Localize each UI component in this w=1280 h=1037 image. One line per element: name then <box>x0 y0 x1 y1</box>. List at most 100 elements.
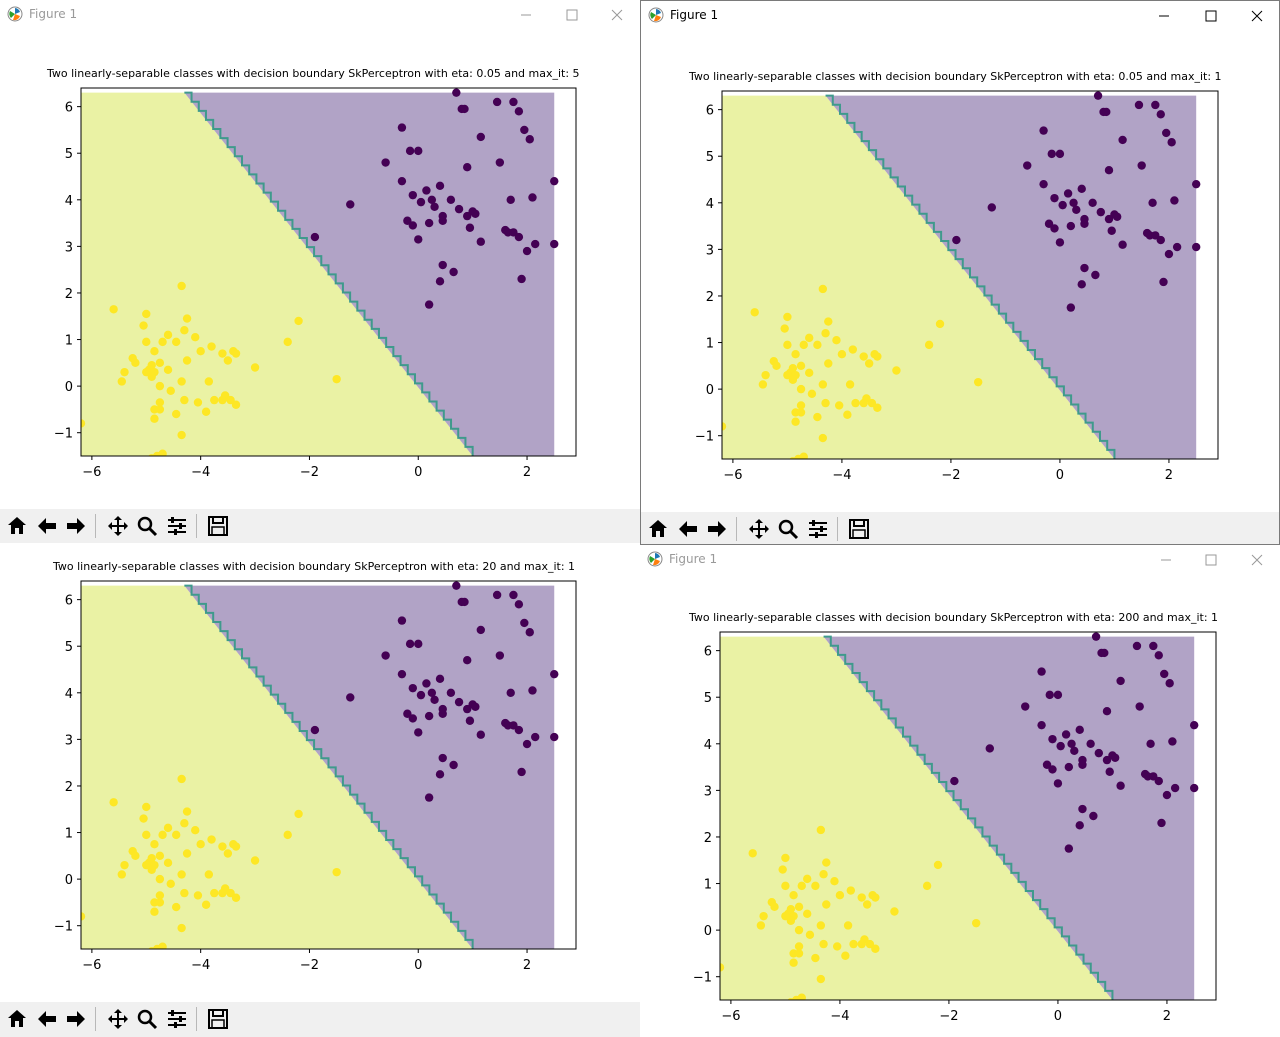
data-point-yellow <box>821 329 830 338</box>
figure-window-2: Figure 1 Two linearly-separable classes … <box>640 0 1280 545</box>
data-point-yellow <box>818 433 828 443</box>
maximize-icon <box>1205 10 1217 22</box>
zoom-button[interactable] <box>774 515 802 543</box>
data-point-yellow <box>177 923 186 933</box>
data-point-yellow <box>781 881 790 891</box>
decision-boundary <box>184 91 474 456</box>
data-point-purple <box>550 239 559 249</box>
data-point-purple <box>522 246 532 256</box>
pan-icon <box>749 519 769 539</box>
toolbar-separator <box>196 1007 197 1031</box>
forward-arrow-button[interactable] <box>62 1005 90 1033</box>
maximize-button[interactable] <box>1188 1 1234 31</box>
data-point-yellow <box>231 349 241 358</box>
forward-arrow-button[interactable] <box>703 515 731 543</box>
data-point-yellow <box>163 330 173 340</box>
pan-button[interactable] <box>104 1005 132 1033</box>
data-point-yellow <box>786 916 796 926</box>
minimize-button[interactable] <box>1141 1 1187 31</box>
axes-frame <box>80 580 577 950</box>
decision-boundary <box>825 94 1116 459</box>
y-tick-label: 3 <box>65 733 73 748</box>
data-point-purple <box>405 146 415 156</box>
data-point-purple <box>1151 231 1160 240</box>
maximize-button[interactable] <box>549 0 595 30</box>
back-arrow-button[interactable] <box>33 512 61 540</box>
data-point-purple <box>1053 690 1063 700</box>
home-button[interactable] <box>644 515 672 543</box>
close-button[interactable] <box>1234 545 1280 575</box>
pan-button[interactable] <box>745 515 773 543</box>
data-point-purple <box>414 235 423 244</box>
data-point-yellow <box>794 925 804 935</box>
home-button[interactable] <box>3 1005 31 1033</box>
data-point-yellow <box>786 904 796 914</box>
axes-frame <box>80 87 577 457</box>
title-bar[interactable]: Figure 1 <box>0 0 640 30</box>
data-point-purple <box>1023 161 1032 170</box>
back-arrow-button[interactable] <box>33 1005 61 1033</box>
data-point-yellow <box>778 865 787 874</box>
forward-arrow-icon <box>67 518 85 534</box>
data-point-purple <box>452 88 461 97</box>
save-button[interactable] <box>204 512 232 540</box>
data-point-yellow <box>871 893 880 902</box>
pan-button[interactable] <box>104 512 132 540</box>
save-button[interactable] <box>204 1005 232 1033</box>
maximize-button[interactable] <box>1188 545 1234 575</box>
data-point-purple <box>435 181 445 191</box>
configure-subplots-button[interactable] <box>163 1005 191 1033</box>
forward-arrow-button[interactable] <box>62 512 90 540</box>
data-point-purple <box>1064 762 1074 772</box>
configure-subplots-button[interactable] <box>163 512 191 540</box>
data-point-purple <box>514 232 524 242</box>
minimize-button[interactable] <box>1143 545 1189 575</box>
data-point-purple <box>1067 739 1076 748</box>
data-point-yellow <box>772 361 781 371</box>
data-point-yellow <box>857 939 866 949</box>
data-point-yellow <box>218 842 227 851</box>
minimize-button[interactable] <box>503 0 549 30</box>
data-point-yellow <box>147 360 156 370</box>
y-tick-label: 0 <box>706 383 714 398</box>
y-tick-label: 6 <box>704 645 712 660</box>
title-bar[interactable]: Figure 1 <box>640 545 1280 575</box>
close-button[interactable] <box>594 0 640 30</box>
close-button[interactable] <box>1234 1 1279 31</box>
data-point-yellow <box>250 363 260 372</box>
data-point-yellow <box>789 457 797 459</box>
configure-subplots-button[interactable] <box>804 515 832 543</box>
data-point-purple <box>1170 196 1179 205</box>
zoom-button[interactable] <box>133 1005 161 1033</box>
back-arrow-icon <box>38 1011 56 1027</box>
scatter-plot[interactable]: −6 −4 −2 0 2 −1 0 1 2 3 4 5 6 <box>640 545 1280 1037</box>
data-point-yellow <box>794 902 804 912</box>
data-point-yellow <box>822 900 831 909</box>
data-point-yellow <box>811 953 820 963</box>
save-button[interactable] <box>845 515 873 543</box>
data-point-yellow <box>204 870 214 879</box>
x-tick-label: −6 <box>82 958 101 973</box>
data-point-purple <box>416 197 426 207</box>
data-point-purple <box>310 725 320 735</box>
title-bar[interactable]: Figure 1 <box>641 1 1279 31</box>
data-point-purple <box>531 732 540 742</box>
data-point-yellow <box>759 911 768 921</box>
scatter-plot[interactable]: −6 −4 −2 0 2 −1 0 1 2 3 4 5 6 <box>0 543 640 1003</box>
data-point-purple <box>381 651 390 660</box>
back-arrow-button[interactable] <box>674 515 702 543</box>
scatter-plot[interactable]: −6 −4 −2 0 2 −1 0 1 2 3 4 5 6 <box>0 0 640 510</box>
y-tick-label: 1 <box>706 337 714 352</box>
data-point-purple <box>517 274 526 284</box>
home-button[interactable] <box>3 512 31 540</box>
data-point-purple <box>346 693 355 702</box>
x-tick-label: 0 <box>1054 1009 1062 1024</box>
window-title: Figure 1 <box>29 7 78 21</box>
zoom-button[interactable] <box>133 512 161 540</box>
data-point-yellow <box>177 377 186 386</box>
scatter-plot[interactable]: −6 −4 −2 0 2 −1 0 1 2 3 4 5 6 <box>641 1 1280 511</box>
data-point-purple <box>950 776 959 786</box>
data-point-yellow <box>201 407 211 416</box>
data-point-yellow <box>283 337 292 347</box>
data-point-yellow <box>109 305 118 314</box>
